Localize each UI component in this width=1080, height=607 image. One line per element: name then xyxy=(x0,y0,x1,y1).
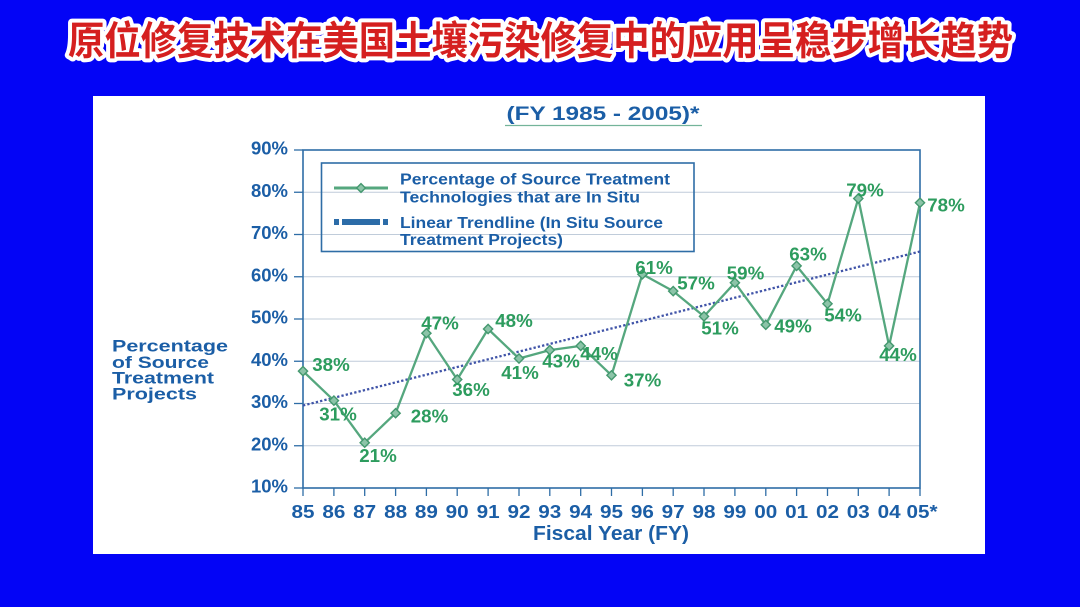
svg-text:93: 93 xyxy=(538,502,561,522)
svg-text:31%: 31% xyxy=(319,405,357,425)
svg-text:86: 86 xyxy=(322,502,345,522)
svg-text:Projects: Projects xyxy=(112,384,197,403)
svg-text:94: 94 xyxy=(569,502,592,522)
svg-text:95: 95 xyxy=(600,502,623,522)
svg-text:92: 92 xyxy=(508,502,531,522)
svg-text:49%: 49% xyxy=(774,317,812,337)
svg-text:91: 91 xyxy=(477,502,500,522)
svg-text:78%: 78% xyxy=(927,196,965,216)
svg-text:79%: 79% xyxy=(846,181,884,201)
svg-text:30%: 30% xyxy=(251,392,288,412)
svg-text:59%: 59% xyxy=(727,264,765,284)
svg-text:47%: 47% xyxy=(421,314,459,334)
svg-text:36%: 36% xyxy=(452,380,490,400)
svg-text:54%: 54% xyxy=(824,306,862,326)
svg-text:97: 97 xyxy=(662,502,685,522)
svg-text:Fiscal Year (FY): Fiscal Year (FY) xyxy=(533,523,689,545)
svg-text:03: 03 xyxy=(847,502,870,522)
svg-text:50%: 50% xyxy=(251,308,288,328)
svg-text:40%: 40% xyxy=(251,350,288,370)
svg-text:05*: 05* xyxy=(907,502,938,522)
svg-text:96: 96 xyxy=(631,502,654,522)
svg-text:48%: 48% xyxy=(495,311,533,331)
svg-text:Treatment: Treatment xyxy=(112,369,214,388)
svg-text:10%: 10% xyxy=(251,477,288,497)
svg-text:43%: 43% xyxy=(542,352,580,372)
svg-text:41%: 41% xyxy=(501,363,539,383)
svg-text:87: 87 xyxy=(353,502,376,522)
svg-text:Technologies that are In Situ: Technologies that are In Situ xyxy=(400,189,640,206)
svg-text:Treatment Projects): Treatment Projects) xyxy=(400,232,563,249)
svg-text:89: 89 xyxy=(415,502,438,522)
svg-text:70%: 70% xyxy=(251,223,288,243)
svg-text:60%: 60% xyxy=(251,265,288,285)
svg-text:98: 98 xyxy=(693,502,716,522)
svg-text:90%: 90% xyxy=(251,139,288,159)
svg-text:Percentage of Source Treatment: Percentage of Source Treatment xyxy=(400,171,671,188)
svg-text:00: 00 xyxy=(754,502,777,522)
svg-text:20%: 20% xyxy=(251,434,288,454)
svg-text:(FY 1985 - 2005)*: (FY 1985 - 2005)* xyxy=(507,103,700,125)
svg-text:38%: 38% xyxy=(312,355,350,375)
svg-text:02: 02 xyxy=(816,502,839,522)
svg-text:99: 99 xyxy=(723,502,746,522)
svg-text:21%: 21% xyxy=(359,446,397,466)
svg-text:51%: 51% xyxy=(701,319,739,339)
svg-text:57%: 57% xyxy=(677,274,715,294)
svg-text:37%: 37% xyxy=(624,371,662,391)
svg-text:04: 04 xyxy=(878,502,901,522)
svg-text:85: 85 xyxy=(292,502,315,522)
svg-text:63%: 63% xyxy=(789,245,827,265)
svg-text:80%: 80% xyxy=(251,181,288,201)
svg-text:01: 01 xyxy=(785,502,808,522)
svg-text:90: 90 xyxy=(446,502,469,522)
svg-text:61%: 61% xyxy=(635,258,673,278)
svg-text:of Source: of Source xyxy=(112,353,209,372)
svg-text:88: 88 xyxy=(384,502,407,522)
svg-text:28%: 28% xyxy=(411,407,449,427)
svg-text:Linear Trendline (In Situ Sour: Linear Trendline (In Situ Source xyxy=(400,215,663,232)
svg-text:Percentage: Percentage xyxy=(112,336,228,355)
svg-text:44%: 44% xyxy=(879,345,917,365)
svg-text:44%: 44% xyxy=(580,344,618,364)
